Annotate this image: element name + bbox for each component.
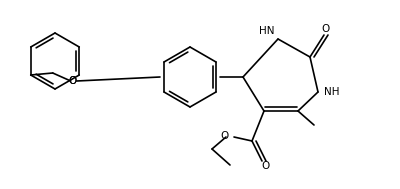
Text: O: O <box>262 161 270 171</box>
Text: O: O <box>221 131 229 141</box>
Text: O: O <box>69 76 77 86</box>
Text: O: O <box>322 24 330 34</box>
Text: NH: NH <box>324 87 340 97</box>
Text: HN: HN <box>258 26 274 36</box>
Text: O: O <box>69 76 77 86</box>
